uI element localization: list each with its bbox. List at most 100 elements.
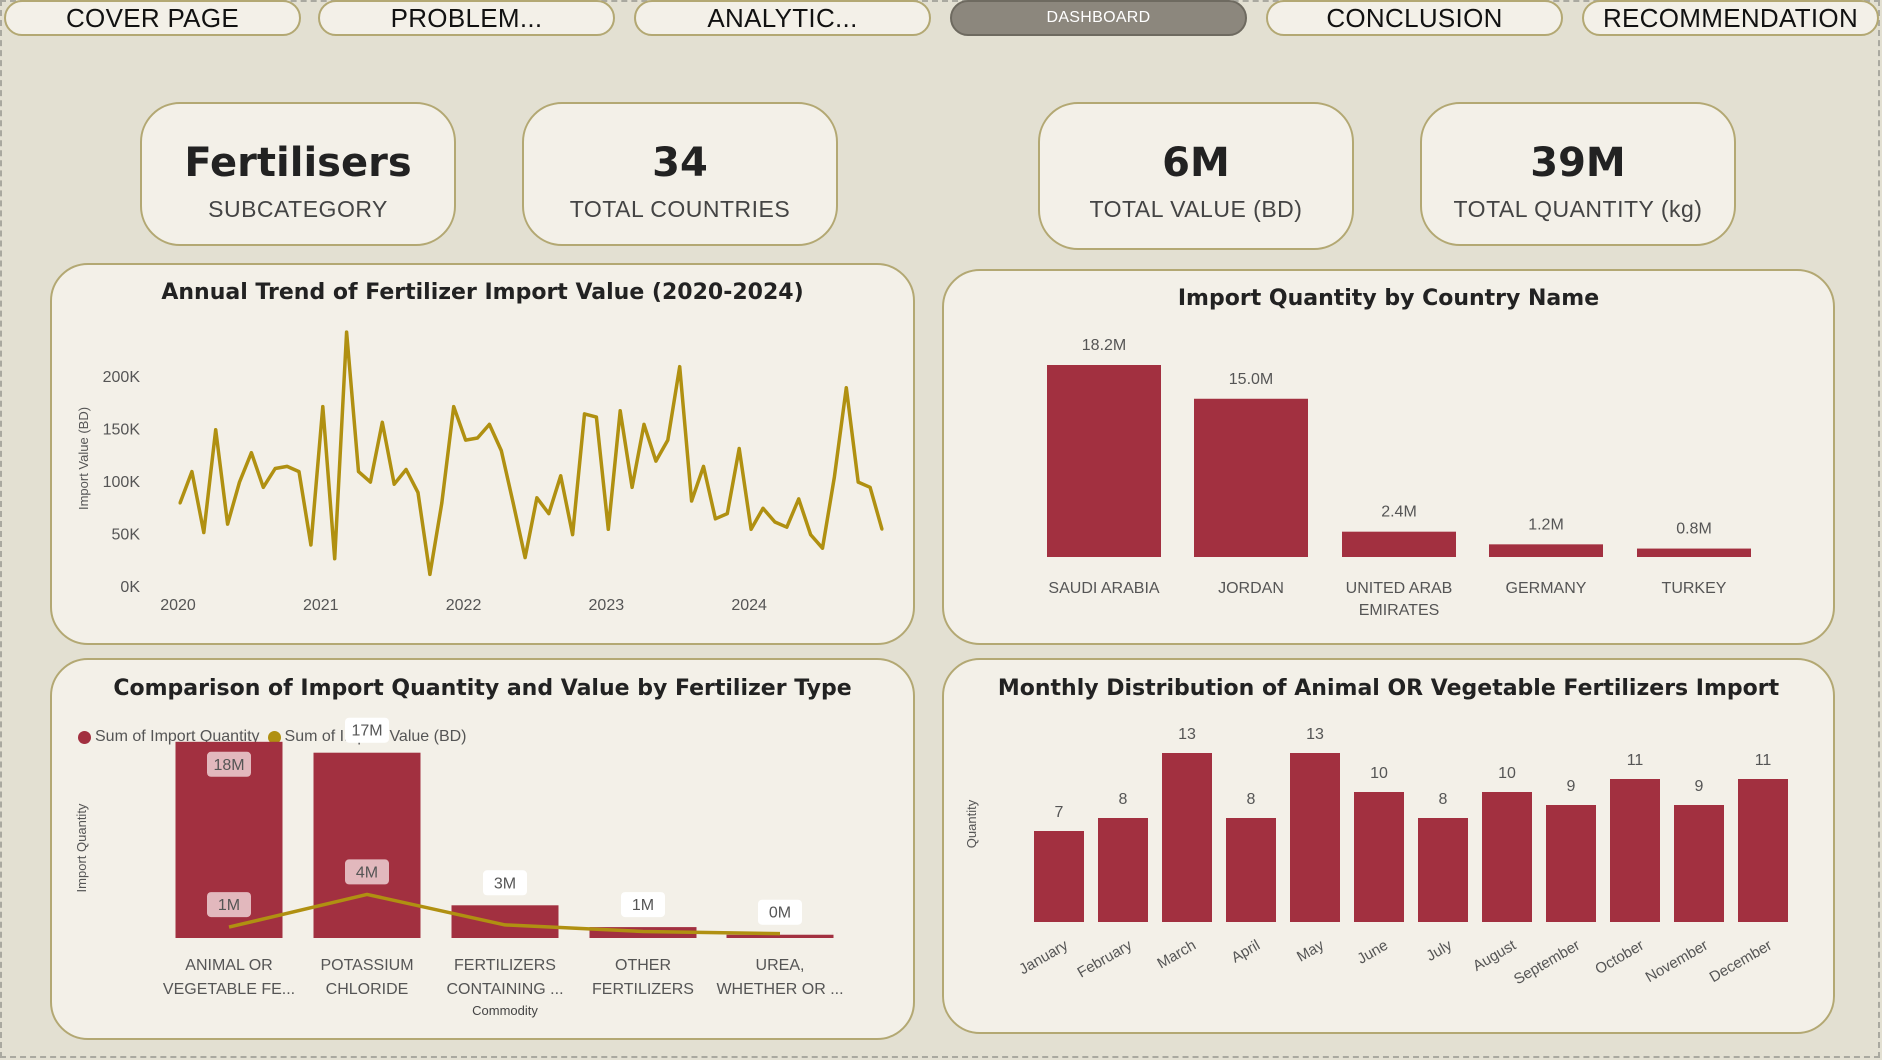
data-point [285,464,289,468]
bar [1546,805,1596,922]
country-quantity-chart[interactable]: 18.2M 15.0M 2.4M 1.2M 0.8M SAUDI ARABIA JORDAN… [944,271,1833,643]
bar [1489,544,1603,557]
tab-analytic[interactable]: ANALYTIC... [634,0,931,36]
x-tick-label: FERTILIZERS CONTAINING ... [446,957,563,998]
data-label: 2.4M [1381,504,1417,521]
y-axis-label: Quantity [964,799,979,848]
x-tick-label: JORDAN [1218,580,1284,597]
data-point [523,556,527,560]
x-tick-label: October [1592,937,1647,978]
data-point [380,420,384,424]
data-point [666,438,670,442]
bar [1162,753,1212,922]
x-tick-label: June [1354,937,1391,968]
tab-cover-page[interactable]: COVER PAGE [4,0,301,36]
bar [1034,831,1084,922]
chart-title: Import Quantity by Country Name [1177,286,1600,311]
data-point [464,438,468,442]
x-tick-label: ANIMAL OR VEGETABLE FE... [163,957,295,998]
bar [1637,548,1751,557]
data-point [499,449,503,453]
data-point [249,451,253,455]
tab-problem[interactable]: PROBLEM... [318,0,615,36]
data-label: 11 [1627,752,1644,769]
bar [1674,805,1724,922]
kpi-value: Fertilisers [184,140,412,186]
y-tick-label: 100K [103,474,141,491]
series-line [228,892,781,936]
data-point [797,497,801,501]
data-point [690,499,694,503]
bar [1354,792,1404,922]
data-point [511,501,515,505]
data-label-background [345,717,389,743]
x-tick-label: September [1511,937,1583,988]
data-label: 4M [356,864,378,881]
series-line [178,330,884,577]
chart-title: Monthly Distribution of Animal OR Vegeta… [997,676,1780,701]
x-tick-label: 2021 [303,597,339,614]
data-label: 13 [1306,726,1324,743]
x-tick-label: 2023 [589,597,625,614]
data-point [321,405,325,409]
country-quantity-panel: Import Quantity by Country Name 18.2M 15.… [942,269,1835,645]
data-point [309,543,313,547]
bar [1738,779,1788,922]
data-point [868,485,872,489]
data-point [761,506,765,510]
y-axis-label: Import Quantity [74,803,89,892]
x-tick-label: May [1294,936,1327,965]
x-tick-label: March [1154,937,1199,973]
kpi-card-total-value: 6M TOTAL VALUE (BD) [1038,102,1354,250]
data-point [261,485,265,489]
data-point [821,546,825,550]
data-label-background [345,859,389,885]
data-point [356,470,360,474]
kpi-value: 39M [1530,140,1626,186]
data-label: 8 [1439,791,1448,808]
data-label: 9 [1695,778,1704,795]
tab-recommendation[interactable]: RECOMMENDATION [1582,0,1879,36]
x-tick-label: 2020 [160,597,196,614]
monthly-distribution-panel: Monthly Distribution of Animal OR Vegeta… [942,658,1835,1034]
kpi-card-total-countries: 34 TOTAL COUNTRIES [522,102,838,246]
data-label: 18.2M [1082,337,1126,354]
x-tick-label: GERMANY [1506,580,1587,597]
data-point [226,522,230,526]
data-label: 10 [1498,765,1516,782]
page-navigation: COVER PAGE PROBLEM... ANALYTIC... DASHBO… [0,0,1882,40]
x-tick-label: November [1643,937,1711,986]
bar [1047,365,1161,557]
fertilizer-type-chart[interactable]: Import Quantity 18M 17M 3M 1M 0M 1M 4M ANIMAL OR… [52,660,913,1038]
data-point [440,501,444,505]
x-tick-label: TURKEY [1662,580,1727,597]
annual-trend-chart[interactable]: 0K 50K 100K 150K 200K Import Value (BD) 2020 20… [52,265,913,643]
y-tick-label: 0K [120,579,140,596]
kpi-value: 6M [1162,140,1230,186]
data-point [880,527,884,531]
data-label-background [483,870,527,896]
data-point [345,330,349,334]
y-tick-label: 150K [103,422,141,439]
data-point [773,520,777,524]
x-tick-label: August [1470,936,1520,974]
data-point [404,468,408,472]
x-tick-label: UNITED ARAB EMIRATES [1346,580,1453,619]
data-point [749,527,753,531]
tab-conclusion[interactable]: CONCLUSION [1266,0,1563,36]
annual-trend-panel: Annual Trend of Fertilizer Import Value … [50,263,915,645]
data-label: 9 [1567,778,1576,795]
data-point [368,480,372,484]
kpi-label: TOTAL QUANTITY (kg) [1453,196,1703,222]
data-label-background [758,899,802,925]
data-point [547,512,551,516]
kpi-label: TOTAL VALUE (BD) [1089,196,1303,222]
data-point [713,517,717,521]
tab-dashboard[interactable]: DASHBOARD [950,0,1247,36]
monthly-distribution-chart[interactable]: Quantity 7 January 8 February 13 March 8 April 13… [944,660,1833,1032]
data-point [856,480,860,484]
data-label: 10 [1370,765,1388,782]
data-label-background [621,892,665,918]
x-tick-label: January [1016,936,1071,978]
